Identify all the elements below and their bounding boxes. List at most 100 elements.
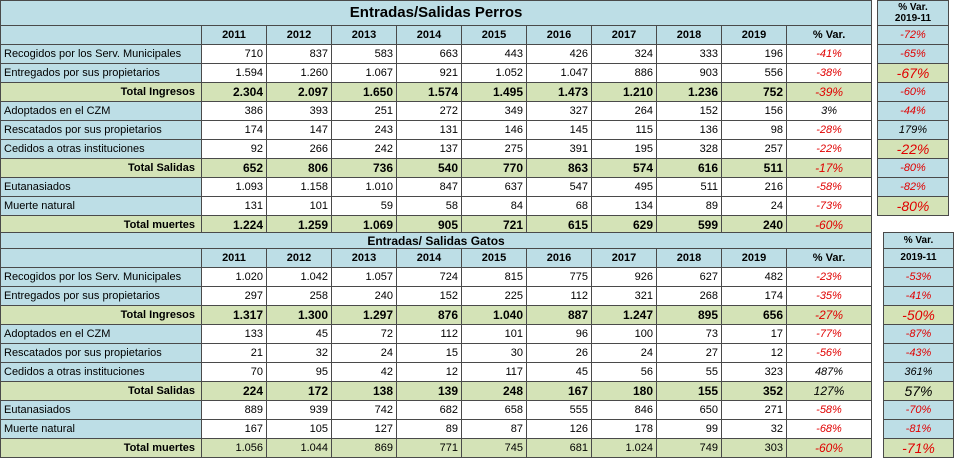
gatos-year-2011: 2011 — [201, 248, 267, 268]
gatos-row-var: -35% — [785, 286, 873, 306]
gatos-cell-2016: 96 — [526, 324, 592, 344]
gatos-row: Total muertes 1.056 1.044 869 771 745 681 1.024… — [0, 438, 873, 458]
perros-side-row: -80% — [877, 158, 949, 178]
gatos-side-var: -53% — [883, 267, 954, 287]
perros-cell-2014: 131 — [396, 120, 462, 140]
perros-cell-2013: 583 — [331, 44, 397, 64]
perros-side-var: -80% — [877, 158, 949, 178]
perros-cell-2018: 616 — [656, 158, 722, 178]
gatos-side-row: -81% — [883, 419, 954, 439]
gatos-cell-2015: 1.040 — [461, 305, 527, 325]
perros-cell-2015: 349 — [461, 101, 527, 121]
perros-row-label: Recogidos por los Serv. Municipales — [0, 44, 202, 64]
perros-row-var: -28% — [785, 120, 873, 140]
perros-cell-2016: 391 — [526, 139, 592, 159]
perros-var-header: % Var. — [785, 25, 873, 45]
gatos-cell-2014: 771 — [396, 438, 462, 458]
gatos-side-row: -50% — [883, 305, 954, 325]
perros-year-2015: 2015 — [461, 25, 527, 45]
gatos-cell-2012: 1.300 — [266, 305, 332, 325]
gatos-row-label: Total Salidas — [0, 381, 202, 401]
gatos-row: Adoptados en el CZM 133 45 72 112 101 96 100 73 1… — [0, 324, 873, 344]
perros-cell-2014: 905 — [396, 215, 462, 235]
gatos-cell-2013: 138 — [331, 381, 397, 401]
perros-row-var: -58% — [785, 177, 873, 197]
perros-cell-2017: 574 — [591, 158, 657, 178]
gatos-cell-2011: 21 — [201, 343, 267, 363]
gatos-cell-2012: 105 — [266, 419, 332, 439]
perros-year-2016: 2016 — [526, 25, 592, 45]
gatos-table: Entradas/ Salidas Gatos 2011 2012 2013 2014… — [0, 232, 873, 458]
perros-table: Entradas/Salidas Perros 2011 2012 2013 2014… — [0, 0, 873, 235]
gatos-cell-2018: 895 — [656, 305, 722, 325]
gatos-cell-2011: 1.056 — [201, 438, 267, 458]
perros-cell-2019: 24 — [721, 196, 787, 216]
perros-cell-2012: 393 — [266, 101, 332, 121]
gatos-side-header-bottom: 2019-11 — [883, 248, 954, 268]
perros-cell-2011: 1.594 — [201, 63, 267, 83]
perros-cell-2019: 257 — [721, 139, 787, 159]
gatos-row-label: Total Ingresos — [0, 305, 202, 325]
perros-cell-2018: 136 — [656, 120, 722, 140]
gatos-year-2015: 2015 — [461, 248, 527, 268]
perros-cell-2014: 663 — [396, 44, 462, 64]
gatos-cell-2015: 30 — [461, 343, 527, 363]
perros-cell-2018: 152 — [656, 101, 722, 121]
gatos-cell-2016: 775 — [526, 267, 592, 287]
perros-cell-2014: 272 — [396, 101, 462, 121]
perros-row-label: Total muertes — [0, 215, 202, 235]
perros-cell-2011: 710 — [201, 44, 267, 64]
perros-cell-2018: 333 — [656, 44, 722, 64]
gatos-cell-2019: 17 — [721, 324, 787, 344]
gatos-cell-2016: 887 — [526, 305, 592, 325]
perros-row-var: -39% — [785, 82, 873, 102]
gatos-cell-2017: 321 — [591, 286, 657, 306]
gatos-side-var: -70% — [883, 400, 954, 420]
gatos-cell-2013: 240 — [331, 286, 397, 306]
perros-cell-2019: 156 — [721, 101, 787, 121]
gatos-year-2018: 2018 — [656, 248, 722, 268]
perros-side-var: -80% — [877, 196, 949, 216]
perros-cell-2019: 556 — [721, 63, 787, 83]
perros-cell-2019: 196 — [721, 44, 787, 64]
gatos-cell-2015: 658 — [461, 400, 527, 420]
gatos-cell-2019: 482 — [721, 267, 787, 287]
gatos-cell-2016: 681 — [526, 438, 592, 458]
gatos-cell-2014: 112 — [396, 324, 462, 344]
gatos-row-label: Recogidos por los Serv. Municipales — [0, 267, 202, 287]
perros-row-label: Rescatados por sus propietarios — [0, 120, 202, 140]
perros-row-var: -22% — [785, 139, 873, 159]
gatos-side-row: -70% — [883, 400, 954, 420]
perros-cell-2018: 89 — [656, 196, 722, 216]
perros-cell-2016: 68 — [526, 196, 592, 216]
perros-side-table: % Var. 2019-11 -72% -65% -67% -60% -44% 179% -2… — [877, 0, 949, 216]
gatos-cell-2016: 45 — [526, 362, 592, 382]
gatos-side-var: -41% — [883, 286, 954, 306]
gatos-cell-2014: 876 — [396, 305, 462, 325]
gatos-side-var: -50% — [883, 305, 954, 325]
gatos-row: Eutanasiados 889 939 742 682 658 555 846 650 271-… — [0, 400, 873, 420]
perros-year-2018: 2018 — [656, 25, 722, 45]
gatos-cell-2018: 27 — [656, 343, 722, 363]
perros-year-2017: 2017 — [591, 25, 657, 45]
perros-side-var: -72% — [877, 25, 949, 45]
perros-cell-2019: 216 — [721, 177, 787, 197]
perros-cell-2015: 275 — [461, 139, 527, 159]
perros-cell-2011: 131 — [201, 196, 267, 216]
gatos-side-table: % Var. 2019-11 -53% -41% -50% -87% -43% 361% 5… — [883, 232, 954, 458]
gatos-year-2019: 2019 — [721, 248, 787, 268]
gatos-cell-2019: 12 — [721, 343, 787, 363]
gatos-side-row: -53% — [883, 267, 954, 287]
perros-cell-2013: 251 — [331, 101, 397, 121]
gatos-cell-2013: 127 — [331, 419, 397, 439]
gatos-cell-2011: 70 — [201, 362, 267, 382]
perros-side-var: -22% — [877, 139, 949, 159]
gatos-row-var: 487% — [785, 362, 873, 382]
gatos-cell-2013: 742 — [331, 400, 397, 420]
perros-cell-2012: 101 — [266, 196, 332, 216]
gatos-cell-2017: 24 — [591, 343, 657, 363]
gatos-cell-2017: 56 — [591, 362, 657, 382]
perros-side-row: -60% — [877, 82, 949, 102]
gatos-row-var: -58% — [785, 400, 873, 420]
perros-cell-2014: 137 — [396, 139, 462, 159]
